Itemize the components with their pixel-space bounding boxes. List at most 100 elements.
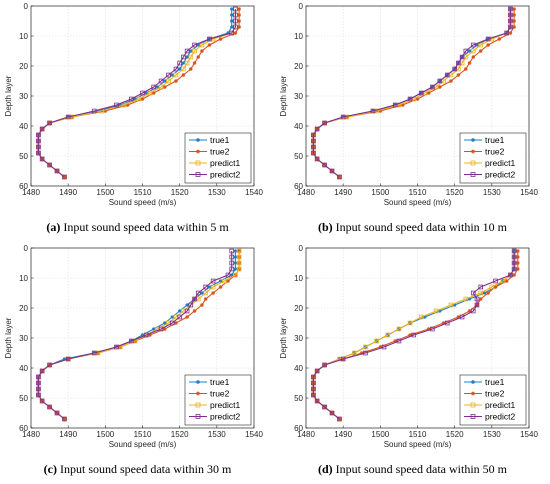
point-predict1-a-9 (184, 60, 190, 66)
point-predict2-c-15 (129, 338, 134, 344)
point-predict2-d-14 (411, 332, 417, 338)
x-tick-label-a-0: 1480 (22, 188, 40, 197)
point-true2-a-4 (233, 31, 238, 35)
point-predict2-a-10 (173, 66, 179, 72)
y-tick-label-c-1: 10 (19, 274, 28, 283)
x-tick-label-c-5: 1530 (208, 430, 226, 439)
point-predict2-c-13 (158, 326, 164, 332)
point-predict2-b-3 (508, 24, 513, 30)
point-predict2-b-18 (340, 114, 346, 120)
point-true2-c-14 (148, 333, 152, 337)
point-true1-c-1 (233, 255, 238, 259)
point-predict2-c-11 (177, 314, 182, 320)
legend-label-predict1-c: predict1 (210, 400, 241, 410)
point-predict2-d-26 (322, 404, 327, 410)
point-true2-a-28 (62, 175, 67, 179)
point-true2-d-2 (516, 261, 520, 265)
point-predict2-a-24 (36, 150, 41, 156)
point-predict2-c-16 (114, 344, 119, 350)
point-true1-d-7 (482, 291, 486, 295)
point-true2-d-15 (393, 339, 397, 343)
point-predict1-a-10 (181, 66, 186, 72)
point-true1-c-4 (230, 273, 234, 277)
point-predict2-b-4 (504, 30, 510, 36)
point-true2-c-8 (203, 297, 208, 301)
point-predict1-c-7 (203, 290, 208, 296)
point-predict2-d-8 (474, 296, 480, 302)
point-true2-b-6 (486, 43, 490, 47)
point-predict2-b-26 (322, 162, 327, 168)
y-tick-label-a-1: 10 (19, 32, 28, 41)
y-tick-label-d-2: 20 (294, 304, 303, 313)
point-predict2-b-1 (508, 12, 513, 18)
point-true2-a-12 (174, 79, 178, 83)
point-predict2-b-27 (329, 168, 335, 174)
point-true2-a-7 (200, 49, 204, 53)
x-tick-label-b-0: 1480 (297, 188, 315, 197)
point-true2-a-5 (218, 37, 223, 41)
point-true2-b-7 (478, 49, 483, 53)
point-predict1-c-2 (236, 260, 242, 266)
legend-label-predict2-c: predict2 (210, 412, 241, 422)
point-true2-b-16 (400, 103, 405, 107)
chart-panel-c: 1480 1490 1500 1510 1520 1530 1540 0 10 20 30 40 50 6… (0, 242, 275, 484)
x-tick-label-a-6: 1540 (245, 188, 263, 197)
point-predict2-c-20 (39, 368, 45, 374)
point-true2-d-10 (467, 309, 472, 313)
point-true2-d-28 (337, 417, 342, 421)
x-tick-label-b-6: 1540 (520, 188, 538, 197)
y-tick-label-d-4: 40 (294, 364, 303, 373)
point-predict2-d-11 (459, 314, 465, 320)
series-predict2-b (311, 6, 513, 180)
y-tick-label-c-0: 0 (24, 244, 29, 253)
point-predict1-c-6 (210, 284, 216, 290)
point-predict2-c-18 (65, 356, 71, 362)
point-predict2-b-6 (470, 42, 476, 48)
point-true2-b-12 (449, 79, 453, 83)
legend-marker-true1-a (196, 138, 200, 142)
legend-marker-true2-d (471, 391, 475, 396)
point-true2-b-9 (467, 61, 472, 65)
point-predict2-d-10 (470, 308, 476, 314)
point-predict2-a-28 (62, 174, 67, 180)
x-tick-label-d-4: 1520 (446, 430, 464, 439)
x-axis-label-c: Sound speed (m/s) (109, 440, 177, 449)
y-tick-label-d-1: 10 (294, 274, 303, 283)
legend-label-predict1-d: predict1 (485, 400, 516, 410)
y-tick-label-b-1: 10 (294, 32, 303, 41)
point-true2-b-11 (456, 73, 461, 77)
caption-a-label: (a) (46, 220, 61, 234)
y-tick-label-a-2: 20 (19, 62, 28, 71)
point-predict2-d-22 (311, 380, 316, 386)
point-predict1-a-7 (192, 48, 197, 54)
point-true1-a-9 (181, 61, 185, 65)
point-predict2-c-7 (195, 290, 201, 296)
point-predict2-d-21 (311, 374, 316, 380)
point-true1-c-11 (170, 315, 174, 319)
chart-a: 1480 1490 1500 1510 1520 1530 1540 0 10 20 30 40 50 6… (4, 2, 263, 207)
point-predict2-a-8 (181, 54, 186, 60)
legend-marker-true2-c (196, 391, 200, 396)
y-tick-label-a-6: 60 (19, 182, 28, 191)
series-predict2-c (36, 248, 235, 422)
point-true2-c-6 (218, 285, 223, 289)
point-true2-c-5 (226, 279, 230, 283)
point-predict2-c-0 (229, 248, 235, 254)
point-predict2-b-14 (418, 90, 424, 96)
legend-label-true1-d: true1 (485, 377, 505, 387)
point-predict2-d-25 (314, 398, 320, 404)
x-axis-label-b: Sound speed (m/s) (384, 198, 452, 207)
legend-marker-predict1-a (195, 160, 201, 166)
point-predict2-d-23 (311, 386, 316, 392)
point-predict2-d-13 (430, 326, 435, 332)
x-tick-label-d-3: 1510 (409, 430, 427, 439)
point-true2-a-11 (181, 73, 186, 77)
legend-label-true2-c: true2 (210, 389, 230, 399)
point-predict2-a-18 (65, 114, 71, 120)
point-predict2-b-16 (392, 102, 398, 108)
point-predict2-a-12 (158, 78, 164, 84)
point-predict2-b-13 (430, 84, 435, 90)
point-true1-c-2 (233, 261, 238, 265)
point-predict2-b-17 (370, 108, 376, 114)
